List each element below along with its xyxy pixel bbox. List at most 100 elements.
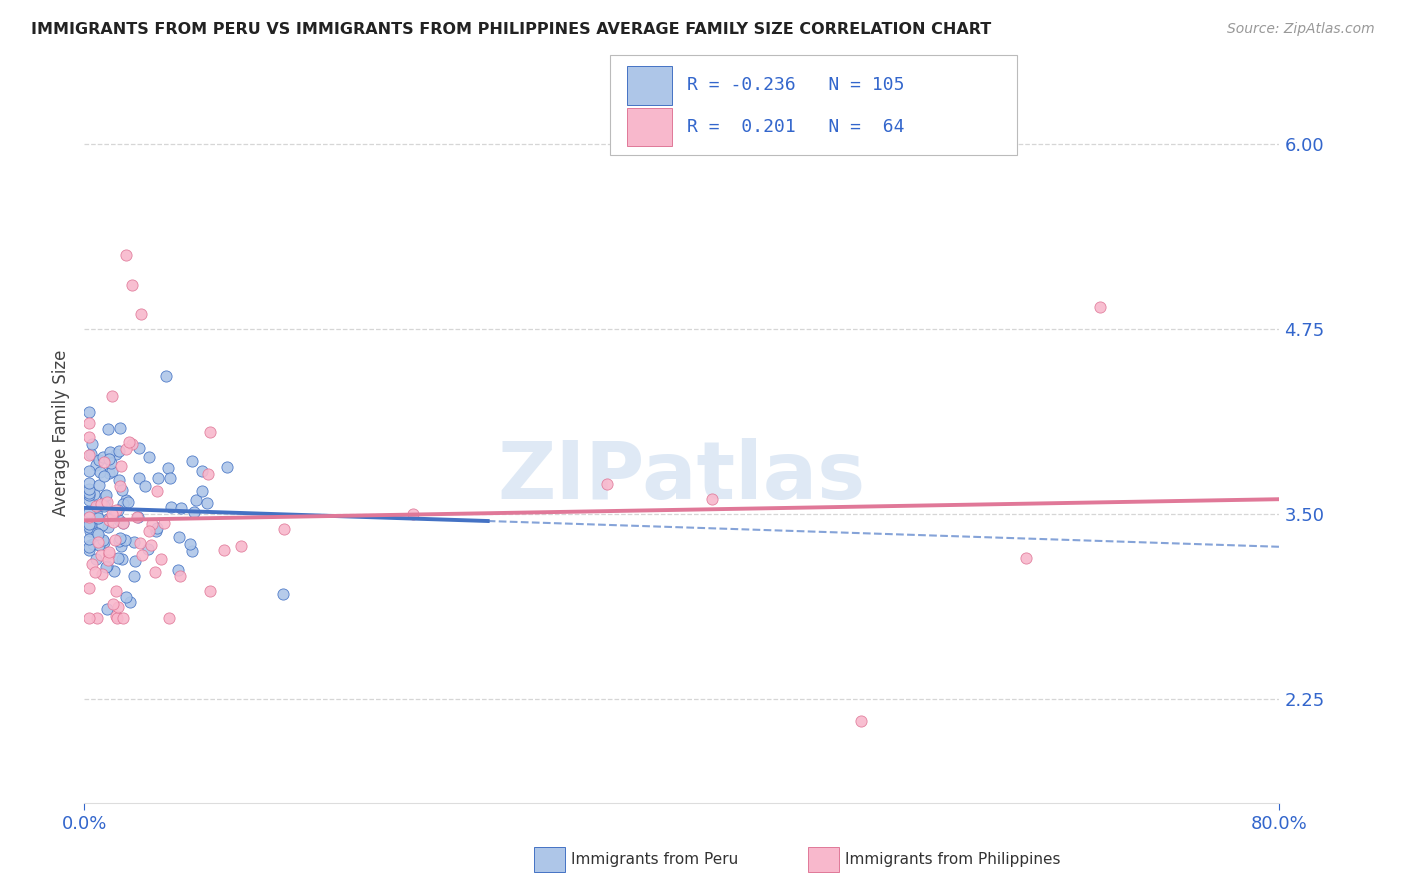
Point bbox=[114, 533, 136, 547]
Point bbox=[77, 493, 100, 508]
Point bbox=[104, 609, 127, 624]
Point bbox=[98, 547, 121, 561]
Point bbox=[101, 511, 124, 525]
Point bbox=[77, 464, 100, 478]
Point bbox=[197, 467, 219, 482]
Point bbox=[596, 477, 619, 491]
Point bbox=[131, 548, 153, 562]
Point bbox=[118, 435, 141, 450]
Point bbox=[108, 532, 131, 546]
Point bbox=[105, 584, 128, 599]
Point bbox=[125, 509, 148, 524]
Bar bbox=[627, 66, 672, 104]
Point bbox=[129, 536, 152, 550]
Point bbox=[87, 478, 110, 492]
Point bbox=[115, 248, 138, 262]
Point bbox=[105, 611, 128, 625]
Point bbox=[101, 464, 124, 478]
Point bbox=[146, 520, 169, 534]
Point bbox=[97, 451, 120, 466]
Point bbox=[77, 505, 100, 519]
Point bbox=[90, 517, 112, 532]
Point bbox=[159, 471, 181, 485]
Point bbox=[86, 500, 108, 514]
Point bbox=[122, 535, 145, 549]
FancyBboxPatch shape bbox=[610, 55, 1017, 155]
Point bbox=[115, 442, 138, 456]
Point bbox=[86, 525, 108, 540]
Point bbox=[77, 488, 100, 502]
Point bbox=[98, 467, 121, 481]
Point bbox=[101, 508, 124, 522]
Point bbox=[191, 464, 214, 478]
Point bbox=[93, 535, 115, 549]
Point bbox=[114, 590, 136, 604]
Point bbox=[107, 444, 129, 458]
Point bbox=[104, 502, 127, 516]
Point bbox=[1014, 551, 1036, 566]
Point bbox=[80, 436, 103, 450]
Point bbox=[155, 368, 177, 383]
Point bbox=[86, 499, 108, 513]
Point bbox=[108, 533, 131, 548]
Point bbox=[96, 601, 118, 615]
Point bbox=[700, 492, 723, 507]
Point bbox=[89, 453, 111, 467]
Point bbox=[169, 569, 191, 583]
Text: ZIPatlas: ZIPatlas bbox=[498, 438, 866, 516]
Point bbox=[96, 495, 118, 509]
Point bbox=[214, 542, 236, 557]
Y-axis label: Average Family Size: Average Family Size bbox=[52, 350, 70, 516]
Point bbox=[77, 483, 100, 497]
Point bbox=[271, 587, 294, 601]
Point bbox=[86, 611, 108, 625]
Point bbox=[231, 539, 253, 553]
Point bbox=[186, 492, 208, 507]
Point bbox=[101, 597, 124, 611]
Point bbox=[1090, 300, 1112, 314]
Point bbox=[181, 454, 204, 468]
Point bbox=[77, 405, 100, 419]
Point bbox=[198, 584, 221, 599]
Point bbox=[87, 529, 110, 543]
Point bbox=[115, 493, 138, 508]
Point bbox=[79, 518, 101, 533]
Point bbox=[195, 496, 218, 510]
Point bbox=[79, 448, 101, 462]
Point bbox=[80, 557, 103, 571]
Point bbox=[77, 582, 100, 596]
Point bbox=[79, 524, 101, 538]
Point bbox=[82, 537, 104, 551]
Point bbox=[108, 513, 131, 527]
Point bbox=[107, 600, 129, 615]
Point bbox=[124, 554, 146, 568]
Point bbox=[851, 714, 873, 729]
Point bbox=[117, 495, 139, 509]
Text: Immigrants from Philippines: Immigrants from Philippines bbox=[845, 853, 1060, 867]
Point bbox=[87, 534, 110, 549]
Point bbox=[77, 540, 100, 554]
Point bbox=[110, 539, 132, 553]
Point bbox=[121, 437, 143, 451]
Point bbox=[93, 500, 115, 514]
Point bbox=[136, 542, 159, 557]
Text: R = -0.236   N = 105: R = -0.236 N = 105 bbox=[686, 77, 904, 95]
Point bbox=[179, 536, 201, 550]
Point bbox=[128, 471, 150, 485]
Point bbox=[97, 422, 120, 436]
Point bbox=[100, 456, 122, 470]
Point bbox=[146, 483, 169, 498]
Point bbox=[149, 552, 172, 566]
Point bbox=[77, 416, 100, 430]
Point bbox=[86, 552, 108, 566]
Point bbox=[198, 425, 221, 439]
Point bbox=[77, 430, 100, 444]
Point bbox=[191, 483, 214, 498]
Point bbox=[89, 465, 111, 479]
Point bbox=[97, 520, 120, 534]
Point bbox=[143, 565, 166, 579]
Point bbox=[97, 553, 120, 567]
Point bbox=[138, 450, 160, 464]
Point bbox=[108, 479, 131, 493]
Point bbox=[77, 516, 100, 530]
